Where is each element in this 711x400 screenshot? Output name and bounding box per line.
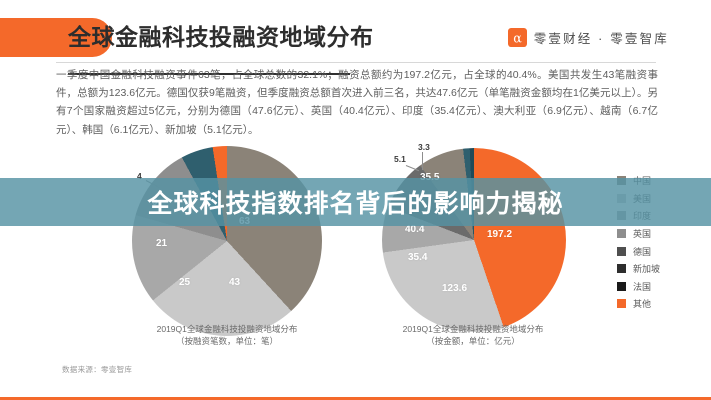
- legend-item-3[interactable]: 英国: [617, 225, 697, 243]
- legend-swatch-icon: [617, 246, 626, 256]
- pie-counts-label-2: 25: [179, 277, 191, 288]
- pie-amounts-outlabel-0: 5.1: [394, 154, 406, 164]
- alpha-logo-icon: α: [507, 27, 527, 47]
- source-note: 数据来源：零壹智库: [62, 365, 133, 374]
- legend-item-6[interactable]: 法国: [617, 278, 697, 296]
- pie-amounts-label-4: 35.5: [420, 172, 439, 183]
- pie-amounts-label-2: 35.4: [408, 252, 428, 263]
- pie-amounts-caption: 2019Q1全球金融科技投融资地域分布 （按金额，单位：亿元）: [358, 323, 588, 347]
- svg-text:α: α: [513, 30, 522, 45]
- pie-amounts-caption-sub: （按金额，单位：亿元）: [426, 336, 520, 346]
- pie-counts-label-3: 21: [156, 238, 168, 249]
- header-divider: [56, 62, 656, 63]
- pie-counts-caption-title: 2019Q1全球金融科技投融资地域分布: [156, 324, 298, 334]
- legend-item-5[interactable]: 新加坡: [617, 260, 697, 278]
- legend-swatch-icon: [617, 229, 626, 239]
- overlay-banner-text: 全球科技指数排名背后的影响力揭秘: [147, 190, 564, 218]
- legend-label: 法国: [633, 281, 652, 292]
- page-title: 全球金融科技投融资地域分布: [68, 24, 374, 50]
- pie-amounts-label-3: 40.4: [405, 224, 425, 235]
- pie-chart-amounts: 197.2 123.6 35.4 40.4 35.5 5.1 3.3 2019Q…: [358, 140, 588, 370]
- pie-chart-counts: 63 43 25 21 9 4 2019Q1全球金融科技投融资地域分布 （按融资…: [112, 140, 342, 370]
- footer-accent-bar: [0, 397, 711, 400]
- legend-swatch-icon: [617, 299, 626, 309]
- header-accent-pill: [0, 18, 112, 57]
- legend-swatch-icon: [617, 281, 626, 291]
- overlay-banner: 全球科技指数排名背后的影响力揭秘: [0, 178, 711, 226]
- pie-counts-caption-sub: （按融资笔数，单位：笔）: [175, 336, 278, 346]
- pie-counts-caption: 2019Q1全球金融科技投融资地域分布 （按融资笔数，单位：笔）: [112, 323, 342, 347]
- pie-amounts-label-0: 197.2: [487, 229, 513, 240]
- pie-amounts-caption-title: 2019Q1全球金融科技投融资地域分布: [402, 324, 544, 334]
- brand-logo: α 零壹财经 · 零壹智库: [507, 22, 669, 52]
- legend-label: 英国: [633, 229, 652, 240]
- header: 全球金融科技投融资地域分布 α 零壹财经 · 零壹智库: [0, 18, 711, 75]
- title-underline: [68, 73, 350, 75]
- legend-label: 新加坡: [633, 264, 661, 275]
- legend-item-7[interactable]: 其他: [617, 295, 697, 313]
- legend-item-4[interactable]: 德国: [617, 242, 697, 260]
- charts-area: 63 43 25 21 9 4 2019Q1全球金融科技投融资地域分布 （按融资…: [0, 140, 711, 370]
- pie-amounts-leader-line-1: [422, 152, 423, 170]
- legend-label: 其他: [633, 299, 652, 310]
- pie-amounts-graphic: [382, 148, 566, 332]
- pie-amounts-label-1: 123.6: [442, 283, 468, 294]
- pie-counts-label-5: 4: [137, 171, 142, 181]
- pie-counts-graphic: [132, 146, 322, 336]
- brand-name: 零壹财经 · 零壹智库: [533, 31, 669, 46]
- legend-swatch-icon: [617, 264, 626, 274]
- summary-paragraph: 一季度中国金融科技融资事件63笔，占全球总数的32.1%；融资总额约为197.2…: [56, 69, 658, 136]
- pie-counts-label-1: 43: [229, 277, 241, 288]
- legend-label: 德国: [633, 246, 652, 257]
- pie-amounts-outlabel-1: 3.3: [418, 142, 430, 152]
